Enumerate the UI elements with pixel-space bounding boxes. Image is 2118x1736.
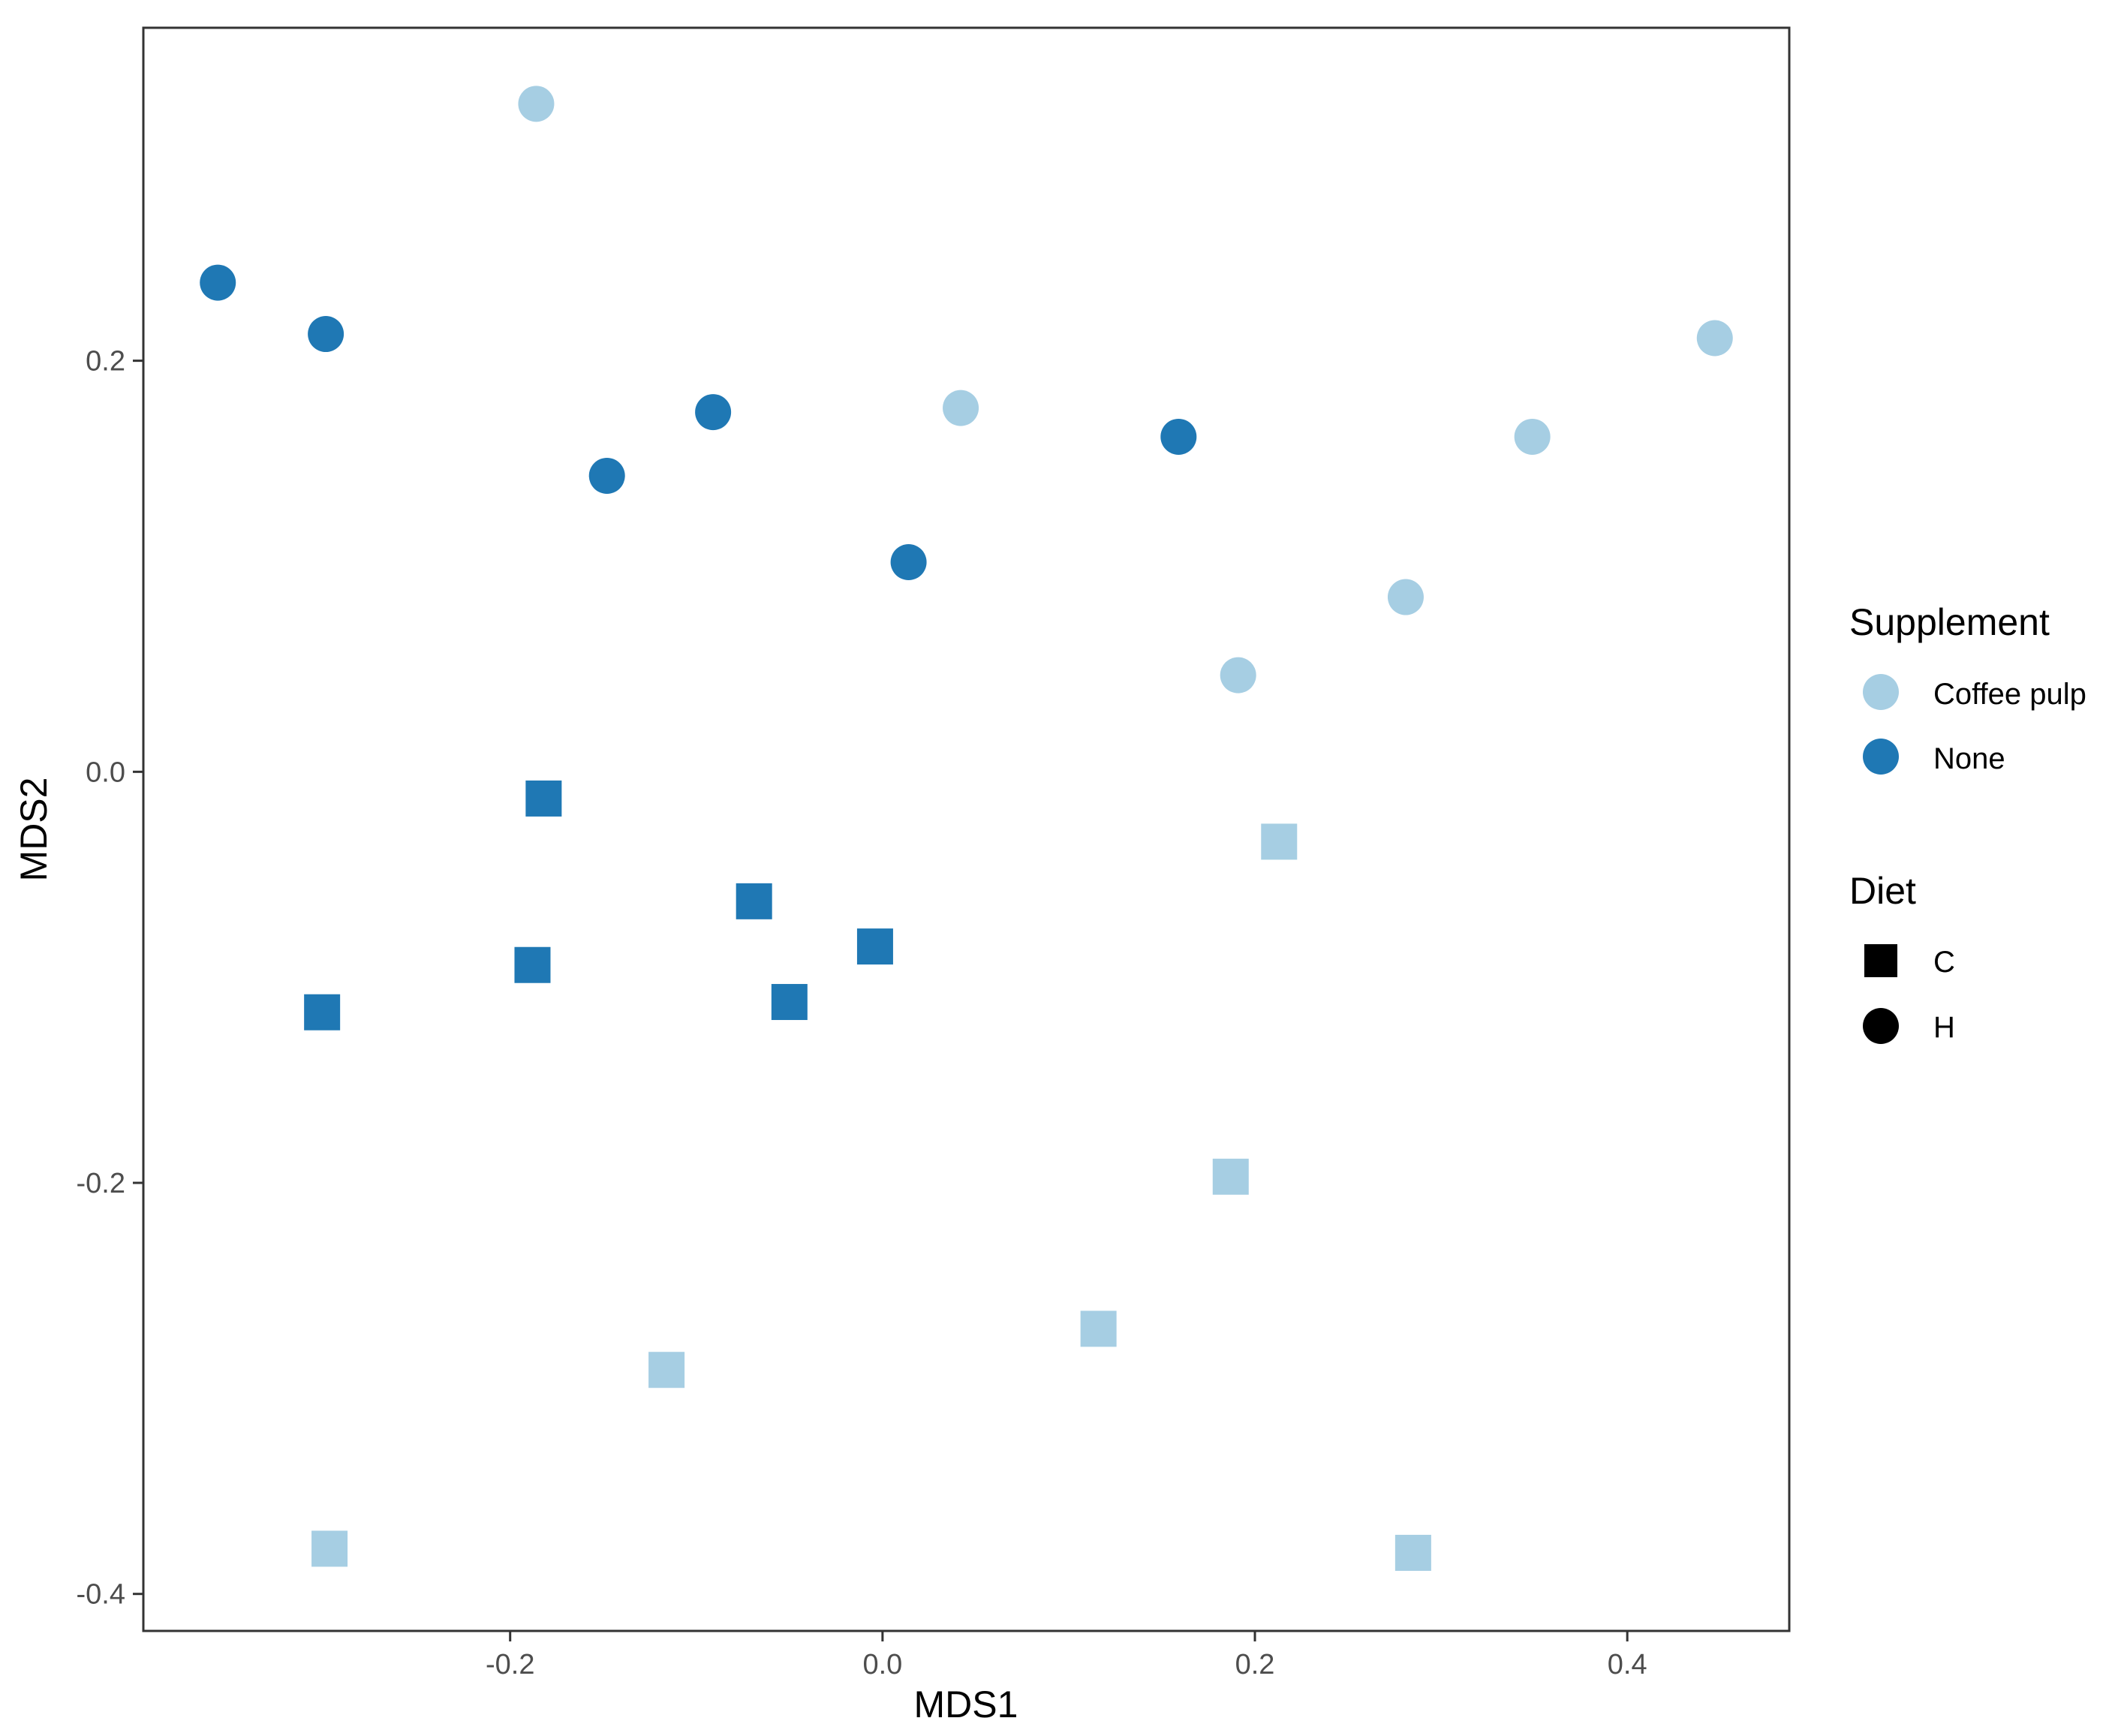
- legend-label-diet-h: H: [1933, 1011, 1955, 1044]
- point-none-diet-h: [588, 457, 625, 494]
- y-tick-label: 0.2: [86, 346, 125, 378]
- legend-supplement-title: Supplement: [1849, 601, 2050, 643]
- y-tick-label: 0.0: [86, 757, 125, 788]
- point-none-diet-c: [736, 883, 772, 919]
- point-none-diet-h: [890, 544, 927, 580]
- y-axis-title: MDS2: [13, 778, 55, 882]
- point-none-diet-h: [695, 394, 732, 431]
- point-none-diet-c: [856, 928, 893, 965]
- point-coffee-pulp-diet-h: [1696, 320, 1733, 357]
- plot-panel: [142, 26, 1791, 1632]
- point-coffee-pulp-diet-c: [648, 1352, 685, 1388]
- point-coffee-pulp-diet-c: [1212, 1158, 1249, 1195]
- legend-diet-title: Diet: [1849, 870, 1916, 912]
- legend-label-diet-c: C: [1933, 946, 1955, 979]
- point-none-diet-c: [514, 946, 551, 983]
- x-tick-label: 0.2: [1235, 1649, 1275, 1680]
- x-tick-label: -0.2: [486, 1649, 534, 1680]
- x-tick-label: 0.0: [862, 1649, 902, 1680]
- legend-key-diet-h: [1863, 1008, 1899, 1044]
- legend-key-none: [1863, 739, 1899, 775]
- point-coffee-pulp-diet-h: [1387, 579, 1424, 615]
- point-coffee-pulp-diet-c: [1080, 1310, 1117, 1347]
- legend-key-diet-c: [1864, 944, 1897, 977]
- point-none-diet-h: [1160, 418, 1197, 455]
- legend: Supplement Coffee pulp None Diet C H: [1849, 601, 2086, 1044]
- legend-label-coffee-pulp: Coffee pulp: [1933, 678, 2086, 711]
- point-coffee-pulp-diet-c: [1394, 1534, 1431, 1571]
- point-none-diet-h: [200, 264, 236, 301]
- point-none-diet-c: [304, 994, 341, 1030]
- legend-label-none: None: [1933, 742, 2005, 775]
- point-none-diet-h: [308, 316, 344, 353]
- point-coffee-pulp-diet-c: [1261, 823, 1298, 860]
- point-coffee-pulp-diet-h: [1514, 418, 1551, 455]
- legend-key-coffee-pulp: [1863, 674, 1899, 710]
- y-tick-label: -0.2: [77, 1168, 125, 1199]
- point-none-diet-c: [771, 984, 808, 1021]
- point-coffee-pulp-diet-h: [943, 390, 979, 426]
- y-tick-label: -0.4: [77, 1579, 125, 1611]
- point-coffee-pulp-diet-c: [311, 1530, 348, 1567]
- x-axis-title: MDS1: [914, 1683, 1018, 1725]
- y-axis: -0.4 -0.2 0.0 0.2: [77, 346, 143, 1611]
- x-tick-label: 0.4: [1608, 1649, 1647, 1680]
- data-points: [200, 86, 1733, 1571]
- point-none-diet-c: [525, 780, 562, 817]
- point-coffee-pulp-diet-h: [518, 86, 555, 122]
- point-coffee-pulp-diet-h: [1220, 657, 1256, 693]
- x-axis: -0.2 0.0 0.2 0.4: [486, 1631, 1647, 1680]
